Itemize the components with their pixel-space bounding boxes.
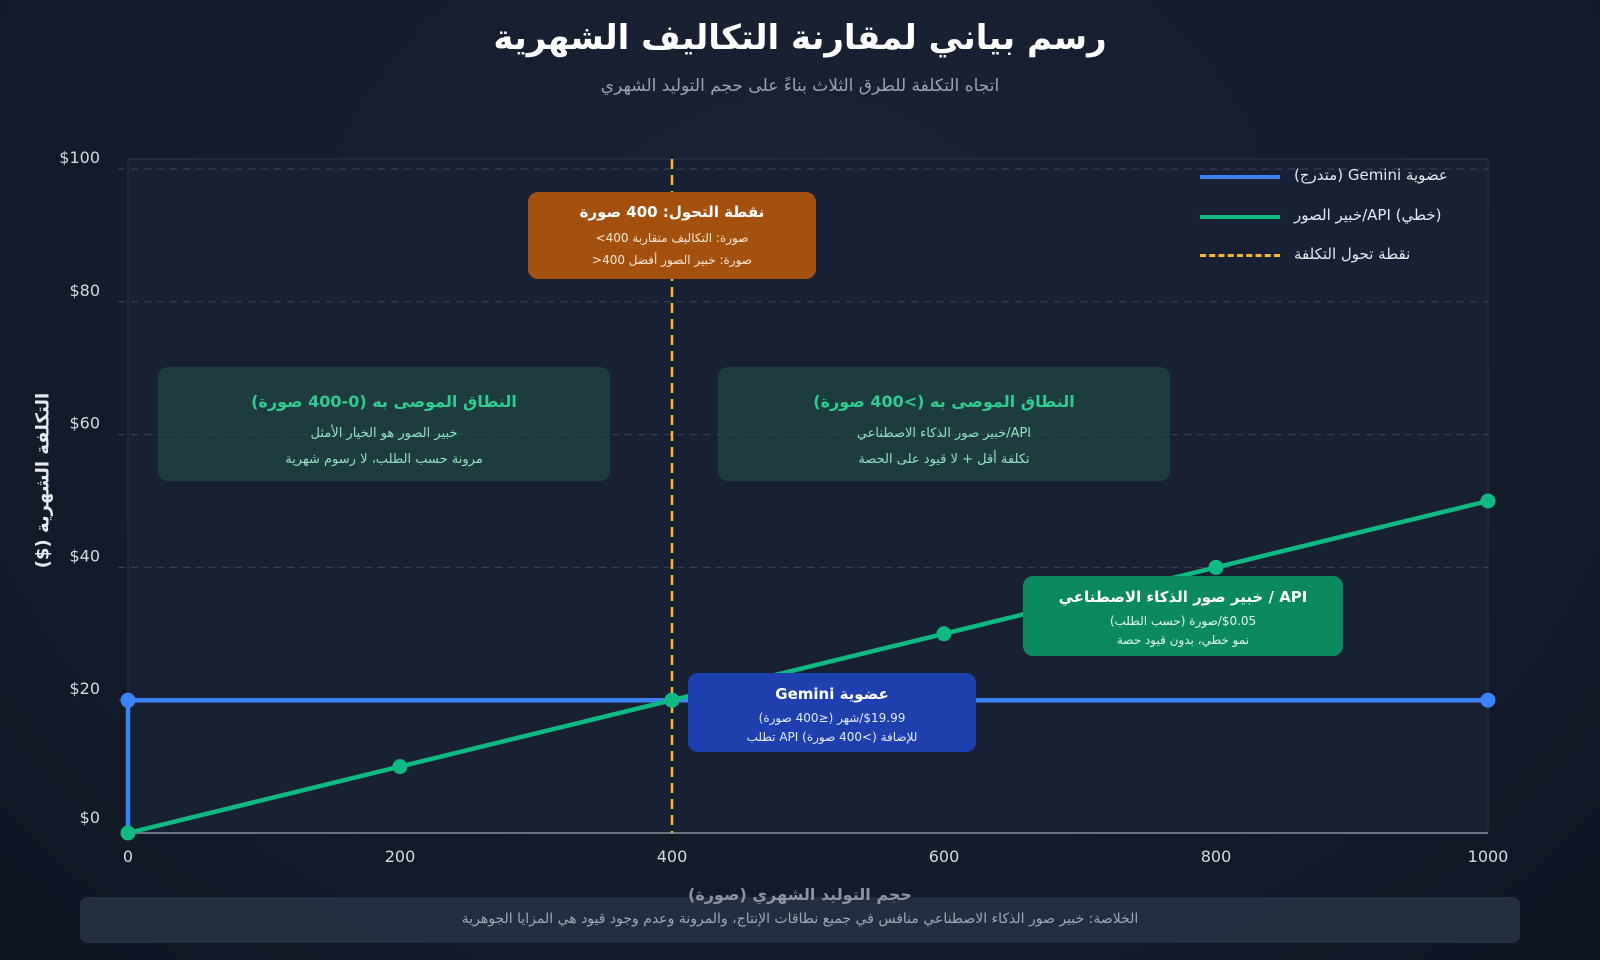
- legend-item-api: (خطي) API/خبير الصور: [1200, 203, 1500, 229]
- x-tick-label: 800: [1201, 847, 1232, 866]
- threshold-annotation-title: نقطة التحول: 400 صورة: [579, 203, 765, 221]
- legend-item-gemini: عضوية Gemini (متدرج): [1200, 163, 1500, 189]
- y-tick-label: $0: [80, 808, 100, 827]
- y-axis-label: التكلفة الشهرية ($): [32, 392, 54, 569]
- legend-label-threshold: نقطة تحول التكلفة: [1294, 245, 1411, 263]
- chart-subtitle: اتجاه التكلفة للطرق الثلاث بناءً على حجم…: [600, 76, 1000, 96]
- gemini-annotation-line2: للإضافة (>400 صورة) API تطلب: [746, 730, 918, 744]
- gemini-annotation-line1: $19.99/شهر (≤400 صورة): [758, 711, 906, 725]
- legend-label-api: (خطي) API/خبير الصور: [1294, 206, 1442, 224]
- api-annotation: API / خبير صور الذكاء الاصطناعي $0.05/صو…: [1023, 576, 1343, 656]
- legend-swatch-api: [1200, 215, 1280, 219]
- range-right-annotation: النطاق الموصى به (>400 صورة) API/خبير صو…: [718, 367, 1170, 481]
- y-tick-label: $80: [69, 281, 100, 300]
- range-left-line1: خبير الصور هو الخيار الأمثل: [310, 426, 458, 441]
- data-point-api: [936, 626, 952, 642]
- range-left-line2: مرونة حسب الطلب، لا رسوم شهرية: [285, 452, 483, 467]
- api-annotation-line2: نمو خطي، بدون قيود حصة: [1116, 633, 1250, 647]
- data-point-api: [392, 759, 408, 775]
- legend-label-gemini: عضوية Gemini (متدرج): [1294, 166, 1448, 184]
- gemini-annotation: عضوية Gemini $19.99/شهر (≤400 صورة) للإض…: [688, 673, 976, 752]
- range-left-annotation: النطاق الموصى به (0-400 صورة) خبير الصور…: [158, 367, 610, 481]
- data-point-api: [120, 825, 136, 841]
- legend-swatch-threshold: [1200, 254, 1280, 257]
- x-tick-label: 200: [385, 847, 416, 866]
- y-tick-label: $20: [69, 679, 100, 698]
- api-annotation-line1: $0.05/صورة (حسب الطلب): [1109, 614, 1257, 628]
- range-right-line2: تكلفة أقل + لا قيود على الحصة: [858, 452, 1030, 467]
- range-right-line1: API/خبير صور الذكاء الاصطناعي: [856, 426, 1032, 441]
- data-point-gemini: [120, 692, 136, 708]
- x-tick-label: 0: [123, 847, 133, 866]
- gemini-annotation-title: عضوية Gemini: [775, 685, 889, 703]
- summary-panel: [80, 897, 1520, 943]
- tick-labels: $0 $20 $40 $60 $80 $100 0 200 400 600 800 1000: [59, 148, 1508, 866]
- chart-title: رسم بياني لمقارنة التكاليف الشهرية: [493, 18, 1107, 58]
- series-line-api: [127, 498, 1489, 836]
- threshold-annotation-line1: صورة: التكاليف متقاربة 400>: [595, 231, 749, 245]
- legend-item-threshold: نقطة تحول التكلفة: [1200, 242, 1500, 268]
- y-tick-label: $40: [69, 546, 100, 565]
- range-left-title: النطاق الموصى به (0-400 صورة): [251, 392, 517, 411]
- data-point-api: [1480, 493, 1496, 509]
- api-annotation-title: API / خبير صور الذكاء الاصطناعي: [1058, 588, 1308, 606]
- x-tick-label: 400: [657, 847, 688, 866]
- x-tick-label: 1000: [1468, 847, 1509, 866]
- summary-text: الخلاصة: خبير صور الذكاء الاصطناعي منافس…: [461, 911, 1139, 927]
- range-right-title: النطاق الموصى به (>400 صورة): [813, 392, 1075, 411]
- threshold-annotation-line2: صورة: خبير الصور أفضل 400<: [592, 253, 752, 267]
- x-axis-label: حجم التوليد الشهري (صورة): [688, 885, 912, 904]
- y-tick-label: $100: [59, 148, 100, 167]
- x-tick-label: 600: [929, 847, 960, 866]
- legend-swatch-gemini: [1200, 175, 1280, 179]
- data-point-api: [664, 692, 680, 708]
- data-point-gemini: [1480, 692, 1496, 708]
- y-tick-label: $60: [69, 414, 100, 433]
- threshold-annotation: نقطة التحول: 400 صورة صورة: التكاليف متق…: [528, 192, 816, 279]
- data-point-api: [1208, 559, 1224, 575]
